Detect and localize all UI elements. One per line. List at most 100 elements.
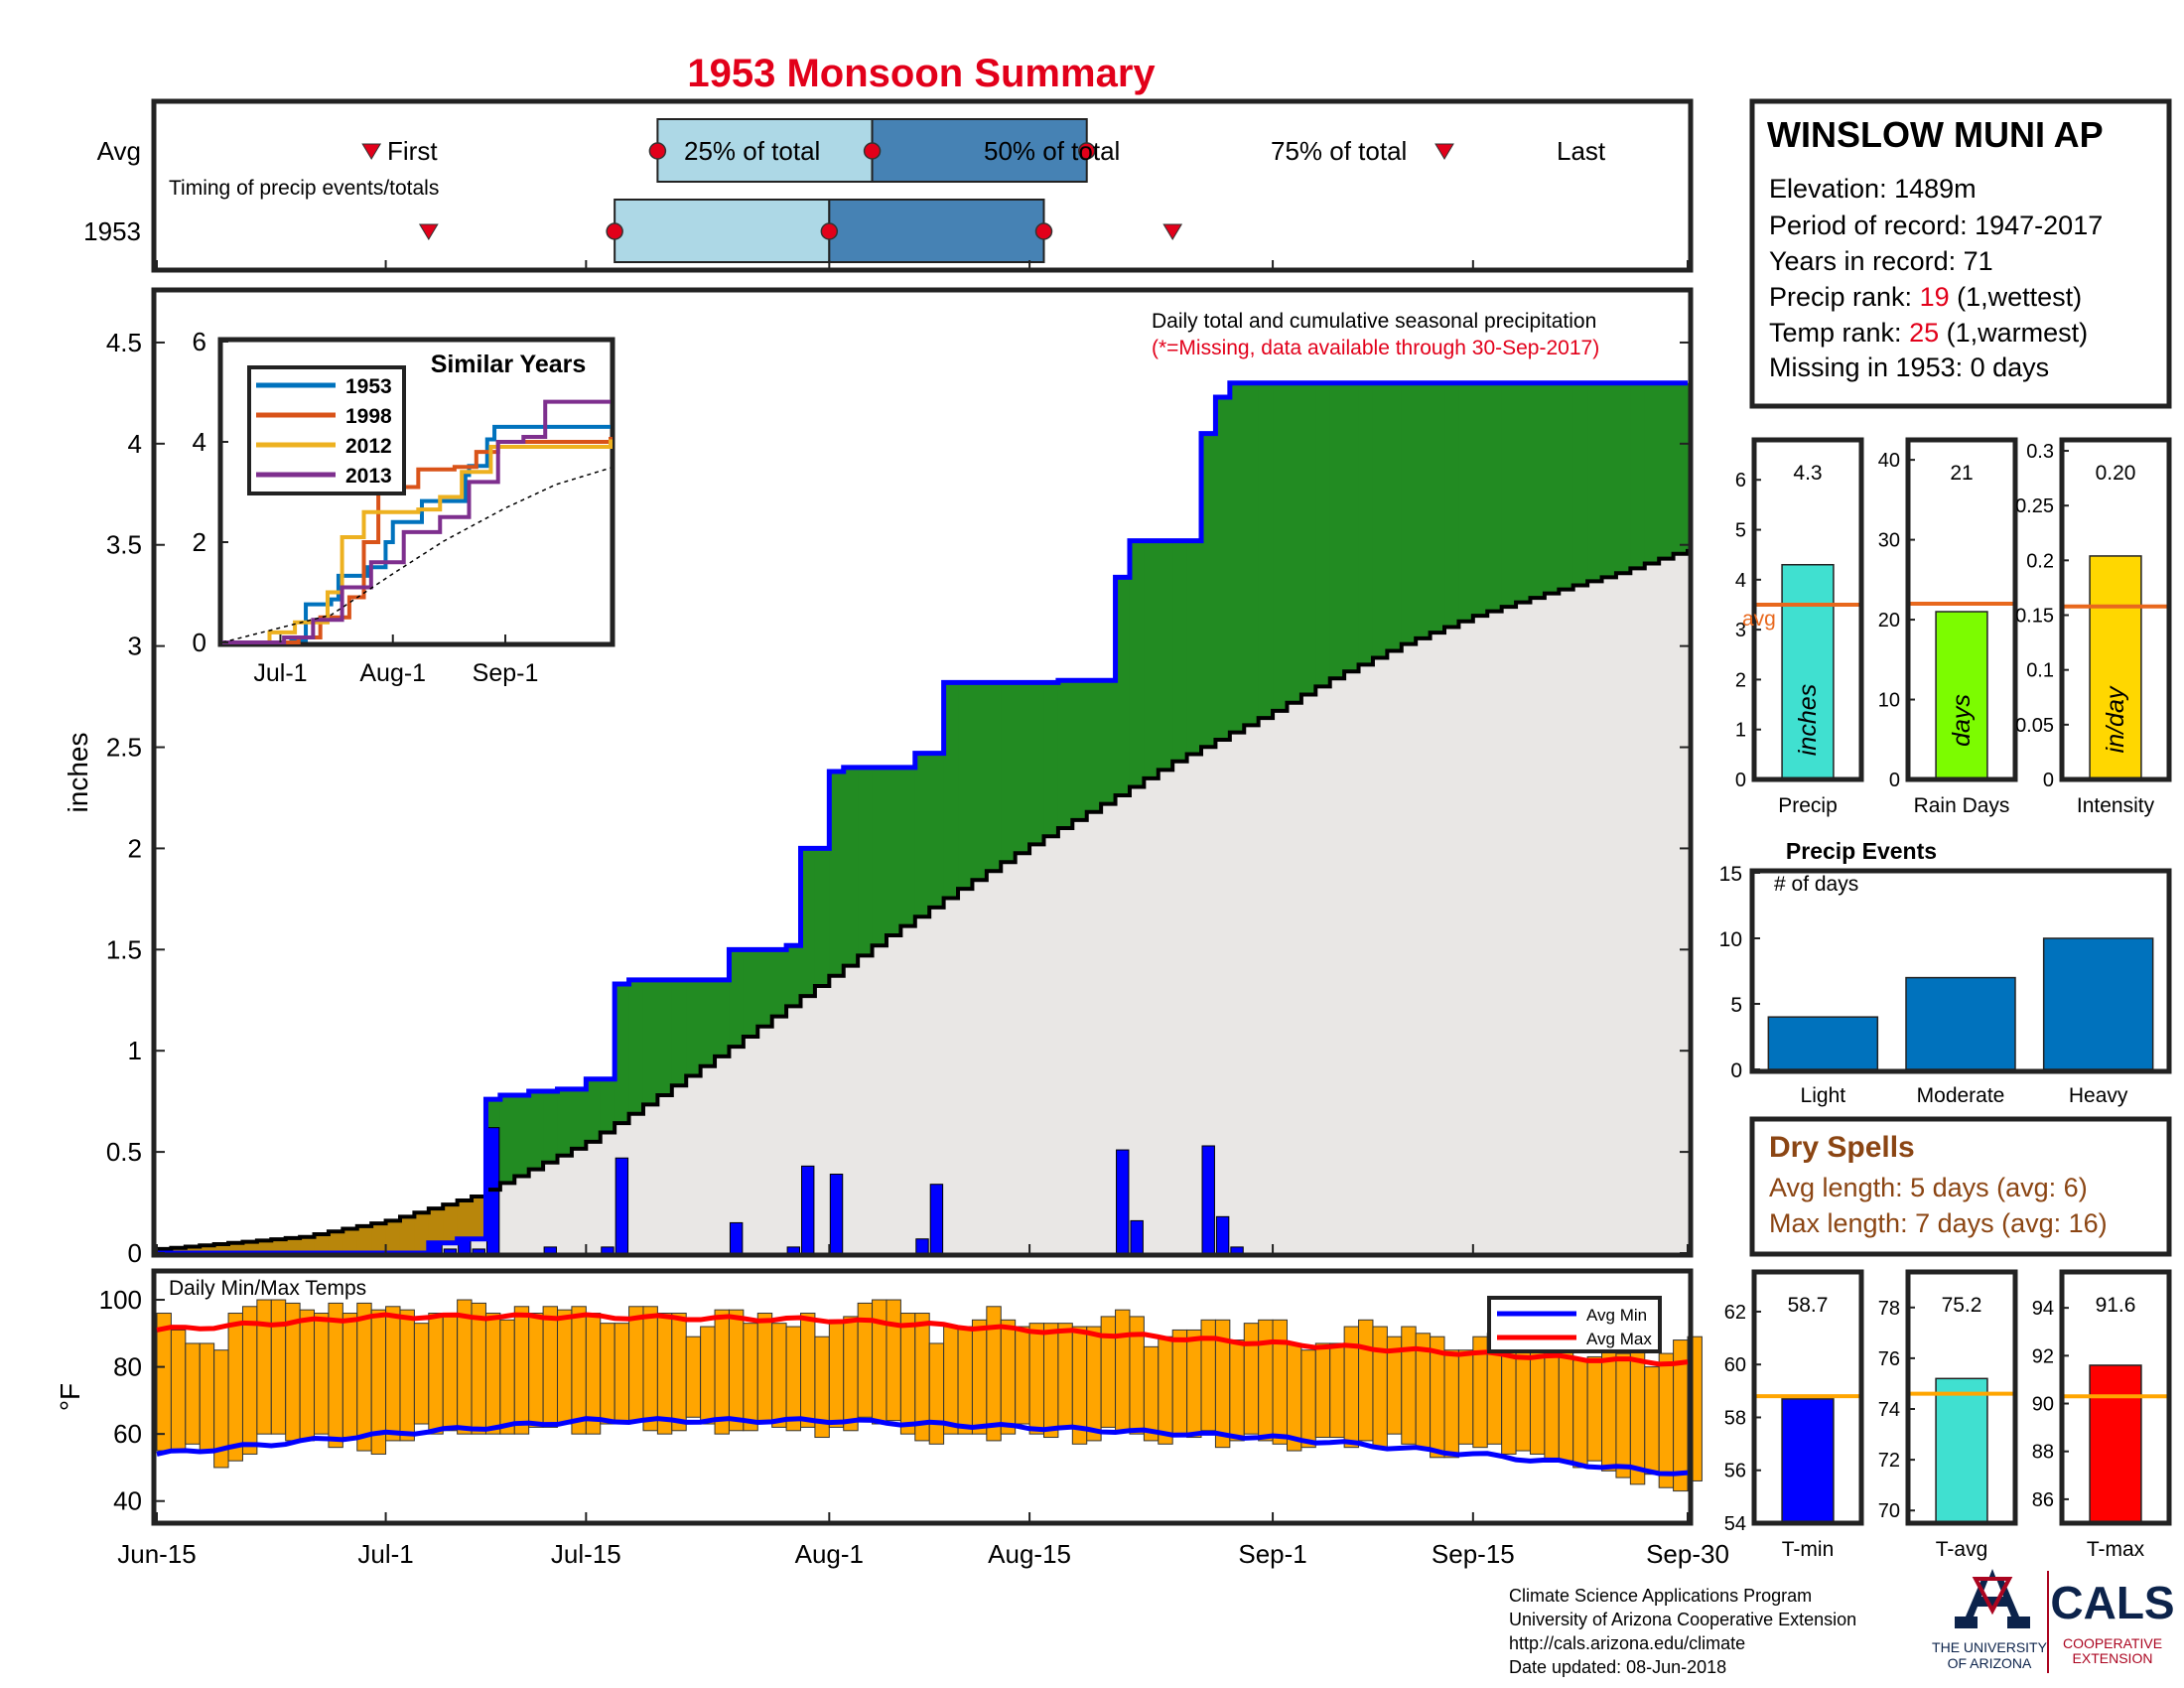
avg-min-line	[156, 1416, 1689, 1477]
station-precip-rank: Precip rank: 19 (1,wettest)	[1769, 282, 2082, 312]
mini-y-tick-label: 0.2	[2026, 550, 2054, 572]
above-average-fill	[886, 767, 901, 936]
daily-precip-bar	[1130, 1219, 1144, 1254]
station-frame	[1749, 98, 2172, 409]
above-average-fill	[686, 979, 702, 1076]
mini-unit-label: in/day	[2102, 685, 2129, 753]
mini-y-tick-label: 56	[1724, 1461, 1746, 1482]
inset-legend-label: 1998	[345, 405, 392, 428]
daily-temp-bar	[513, 1306, 530, 1435]
events-y-tick-label: 15	[1719, 863, 1742, 886]
temp-y-tick-label: 100	[99, 1285, 142, 1315]
mini-value-label: 4.3	[1793, 462, 1822, 485]
above-average-fill	[1101, 680, 1117, 804]
inset-y-tick-label: 0	[193, 628, 206, 657]
station-missing: Missing in 1953: 0 days	[1769, 352, 2049, 382]
above-average-fill	[1115, 577, 1131, 796]
mini-value-label: 21	[1950, 462, 1973, 485]
daily-temp-bar	[1286, 1342, 1302, 1452]
daily-temp-bar	[971, 1319, 988, 1435]
station-years: Years in record: 71	[1769, 246, 1993, 276]
timing-label-q75: 75% of total	[1271, 136, 1407, 166]
above-average-fill	[1372, 382, 1388, 658]
precip-lines	[157, 380, 1690, 1256]
daily-temp-bar	[1372, 1326, 1388, 1449]
dry-spells-box: Dry Spells Avg length: 5 days (avg: 6) M…	[1749, 1116, 2172, 1257]
mini-frame	[1905, 1269, 2018, 1526]
station-info-box: WINSLOW MUNI AP Elevation: 1489m Period …	[1749, 98, 2172, 409]
above-average-fill	[1001, 682, 1017, 863]
events-frame	[1749, 868, 2172, 1074]
mini-panel-label: Rain Days	[1914, 794, 2010, 817]
precip-y-tick-label: 1.5	[106, 934, 142, 964]
inset-legend-label: 2012	[345, 435, 392, 458]
above-average-fill	[1430, 382, 1445, 633]
daily-temp-bar	[886, 1299, 901, 1422]
daily-temp-bar	[270, 1299, 287, 1435]
above-average-fill	[743, 949, 758, 1037]
above-average-fill	[1530, 382, 1546, 599]
mini-bar-intensity	[2089, 555, 2142, 780]
climatology-cumulative-line	[157, 548, 1690, 1251]
inset-x-tick-label: Sep-1	[473, 659, 539, 687]
below-average-fill	[414, 1212, 430, 1253]
below-average-fill	[185, 1246, 201, 1253]
daily-temp-bar	[1100, 1316, 1117, 1428]
temp-legend-min-label: Avg Min	[1586, 1306, 1647, 1325]
mini-frame	[2059, 1269, 2172, 1526]
daily-temp-bar	[1042, 1323, 1059, 1439]
mini-precip-panels: 4.3 0 1 2 3 4 5 6 Precip inches avg 21 0 10 20 30 40 Rain…	[1735, 437, 2172, 817]
above-average-fill	[715, 979, 731, 1056]
events-annotation: # of days	[1774, 873, 1858, 896]
temp-bars	[156, 1299, 1703, 1492]
inset-legend-label: 2013	[345, 465, 392, 488]
daily-temp-bar	[1272, 1319, 1288, 1445]
mini-y-tick-label: 94	[2032, 1298, 2054, 1320]
timing-marker-q3	[1034, 222, 1053, 240]
daily-temp-bar	[227, 1313, 243, 1462]
ua-logo-text-1: THE UNIVERSITY	[1932, 1639, 2048, 1655]
inset-series-line	[222, 424, 611, 644]
cals-logo-sub-2: EXTENSION	[2073, 1650, 2153, 1666]
timing-box-q25-q50	[656, 118, 874, 183]
above-average-fill	[1144, 540, 1160, 778]
daily-temp-bar	[341, 1313, 358, 1439]
above-average-fill	[1673, 382, 1689, 554]
temp-legend-max-label: Avg Max	[1586, 1330, 1652, 1348]
daily-temp-bar	[256, 1299, 272, 1435]
event-bar-heavy	[2042, 937, 2154, 1070]
temp-y-tick-label: 80	[113, 1352, 142, 1382]
timing-row-label-avg: Avg	[97, 136, 141, 166]
timing-last-triangle	[1434, 143, 1454, 160]
above-average-fill	[1472, 382, 1488, 617]
x-tick-label: Jun-15	[117, 1539, 197, 1569]
above-average-fill	[628, 979, 644, 1114]
below-average-fill	[285, 1237, 301, 1253]
above-average-fill	[614, 983, 630, 1124]
timing-marker-q1	[648, 142, 667, 160]
below-average-fill	[314, 1233, 330, 1253]
cumulative-1953-line	[157, 380, 1688, 1256]
above-average-fill	[1244, 382, 1260, 726]
timing-marker-q2	[820, 222, 839, 240]
daily-temp-bar	[957, 1326, 973, 1435]
precip-panel: 0 0.5 1 1.5 2 2.5 3 3.5 4 4.5 inches Daily total …	[63, 287, 1694, 1268]
above-average-fill	[1501, 382, 1517, 608]
above-average-fill	[528, 1090, 544, 1170]
daily-temp-bar	[1015, 1326, 1030, 1425]
above-average-fill	[972, 682, 988, 881]
below-average-fill	[457, 1200, 473, 1239]
timing-first-triangle	[361, 143, 382, 160]
inset-legend: 1953 1998 2012 2013	[256, 375, 392, 488]
daily-temp-bar	[785, 1326, 802, 1432]
timing-box-q25-q50	[614, 199, 831, 263]
cals-logo-text: CALS	[2050, 1577, 2174, 1628]
mini-value-label: 0.20	[2096, 462, 2136, 485]
daily-temp-bar	[528, 1313, 544, 1428]
daily-precip-bar	[543, 1246, 558, 1254]
above-average-fill	[557, 1088, 573, 1156]
event-category-label: Light	[1801, 1084, 1846, 1107]
mini-y-tick-label: 92	[2032, 1345, 2054, 1367]
daily-temp-bar	[399, 1309, 415, 1442]
